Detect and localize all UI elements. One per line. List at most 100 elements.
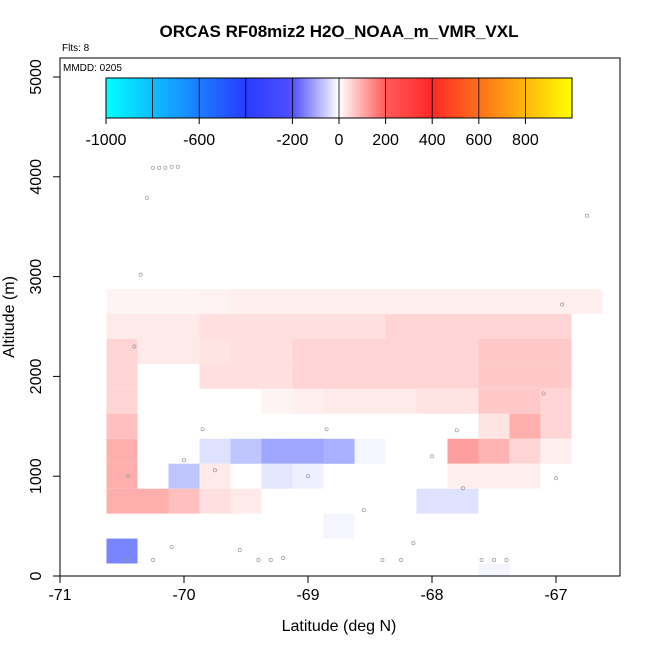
colorbar-swatch xyxy=(554,78,557,118)
colorbar-swatch xyxy=(382,78,385,118)
heatmap-cell xyxy=(292,363,324,389)
colorbar-swatch xyxy=(234,78,237,118)
colorbar-swatch xyxy=(376,78,379,118)
track-point xyxy=(541,391,546,396)
colorbar-swatch xyxy=(172,78,175,118)
colorbar-swatch xyxy=(460,78,463,118)
heatmap-cell xyxy=(540,388,572,414)
colorbar-swatch xyxy=(332,78,335,118)
heatmap-cell xyxy=(447,289,479,314)
colorbar-swatch xyxy=(462,78,465,118)
track-point xyxy=(200,427,205,432)
colorbar-tick-label: 600 xyxy=(465,132,492,149)
colorbar-swatch xyxy=(478,78,481,118)
colorbar-swatch xyxy=(336,78,339,118)
colorbar-swatch xyxy=(280,78,283,118)
colorbar-swatch xyxy=(236,78,239,118)
heatmap-cell xyxy=(323,388,355,414)
track-point xyxy=(144,195,149,200)
colorbar-swatch xyxy=(284,78,287,118)
colorbar-swatch xyxy=(152,78,155,118)
colorbar-swatch xyxy=(216,78,219,118)
flights-label: Flts: 8 xyxy=(62,43,90,54)
colorbar-swatch xyxy=(184,78,187,118)
heatmap-cell xyxy=(385,314,417,339)
colorbar-swatch xyxy=(116,78,119,118)
colorbar-swatch xyxy=(470,78,473,118)
colorbar-swatch xyxy=(200,78,203,118)
colorbar-swatch xyxy=(380,78,383,118)
heatmap-cell xyxy=(447,363,479,389)
heatmap-cell xyxy=(137,339,169,364)
heatmap-cell xyxy=(106,339,138,364)
colorbar-swatch xyxy=(304,78,307,118)
colorbar-swatch xyxy=(182,78,185,118)
heatmap-cell xyxy=(323,513,355,539)
colorbar-tick-label: -600 xyxy=(183,132,215,149)
colorbar-tick-label: -1000 xyxy=(86,132,127,149)
colorbar-swatch xyxy=(126,78,129,118)
colorbar-swatch xyxy=(290,78,293,118)
heatmap-cell xyxy=(478,563,510,576)
colorbar-swatch xyxy=(178,78,181,118)
heatmap-cell xyxy=(261,438,293,464)
colorbar-swatch xyxy=(492,78,495,118)
heatmap-cell xyxy=(385,289,417,314)
heatmap-cell xyxy=(509,363,541,389)
colorbar-swatch xyxy=(208,78,211,118)
colorbar-swatch xyxy=(318,78,321,118)
heatmap-cell xyxy=(106,388,138,414)
colorbar-swatch xyxy=(134,78,137,118)
colorbar-swatch xyxy=(400,78,403,118)
heatmap-cell xyxy=(447,438,479,464)
colorbar-swatch xyxy=(504,78,507,118)
colorbar-swatch xyxy=(526,78,529,118)
heatmap-cell xyxy=(509,413,541,439)
colorbar-swatch xyxy=(562,78,565,118)
heatmap-cell xyxy=(354,363,386,389)
colorbar-swatch xyxy=(386,78,389,118)
x-tick-label: -70 xyxy=(172,587,195,604)
heatmap-cell xyxy=(571,289,603,314)
heatmap-cell xyxy=(106,413,138,439)
colorbar-swatch xyxy=(136,78,139,118)
heatmap-cell xyxy=(199,289,231,314)
colorbar-swatch xyxy=(480,78,483,118)
track-point xyxy=(306,474,310,479)
track-point xyxy=(138,272,143,277)
date-label: MMDD: 0205 xyxy=(63,63,122,74)
heatmap-cell xyxy=(168,314,200,339)
track-point xyxy=(454,428,459,433)
colorbar-swatch xyxy=(192,78,195,118)
heatmap-cell xyxy=(540,314,572,339)
colorbar-swatch xyxy=(238,78,241,118)
track-point xyxy=(157,165,162,170)
track-point xyxy=(163,165,168,170)
colorbar-swatch xyxy=(378,78,381,118)
y-tick-label: 3000 xyxy=(28,259,45,295)
heatmap-cell xyxy=(199,488,231,514)
colorbar-swatch xyxy=(254,78,257,118)
heatmap-cell xyxy=(261,363,293,389)
colorbar-swatch xyxy=(458,78,461,118)
colorbar-swatch xyxy=(266,78,269,118)
colorbar-swatch xyxy=(112,78,115,118)
heatmap-cell xyxy=(540,289,572,314)
colorbar-swatch xyxy=(108,78,111,118)
heatmap-cell xyxy=(168,488,200,514)
colorbar-swatch xyxy=(414,78,417,118)
heatmap-cell xyxy=(416,289,448,314)
colorbar-swatch xyxy=(154,78,157,118)
colorbar-swatch xyxy=(224,78,227,118)
heatmap-cell xyxy=(137,314,169,339)
track-point xyxy=(585,213,589,218)
heatmap-cell xyxy=(106,314,138,339)
heatmap-cell xyxy=(323,339,355,364)
colorbar-tick-label: 800 xyxy=(512,132,539,149)
colorbar-swatch xyxy=(252,78,255,118)
colorbar-tick-label: -200 xyxy=(276,132,308,149)
heatmap-cell xyxy=(416,314,448,339)
colorbar-swatch xyxy=(168,78,171,118)
colorbar-swatch xyxy=(552,78,555,118)
colorbar-swatch xyxy=(542,78,545,118)
